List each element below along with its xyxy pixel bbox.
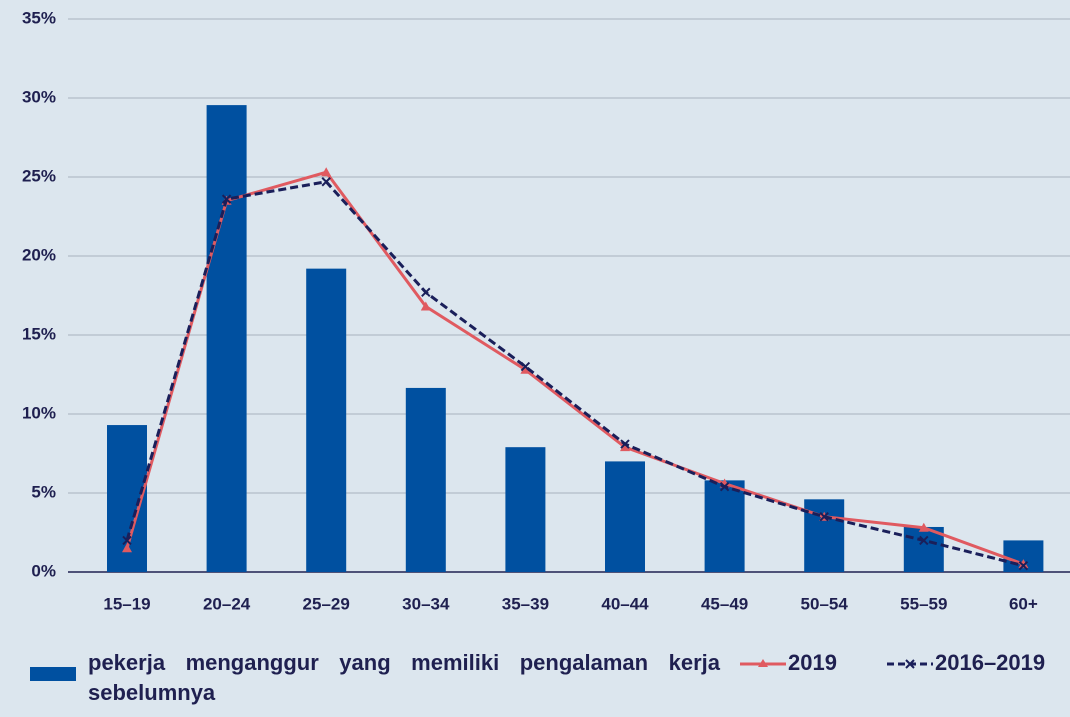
marker bbox=[421, 287, 431, 298]
bar bbox=[306, 268, 347, 572]
legend-label: 2019 bbox=[788, 650, 837, 675]
marker bbox=[719, 481, 730, 492]
marker bbox=[918, 522, 929, 532]
marker bbox=[221, 194, 232, 204]
marker bbox=[122, 543, 132, 553]
marker bbox=[1018, 560, 1029, 571]
marker bbox=[420, 301, 431, 311]
bar bbox=[704, 480, 745, 572]
legend-label: pekerja menganggur yang memiliki pengala… bbox=[88, 650, 720, 705]
marker bbox=[321, 177, 331, 187]
marker bbox=[122, 535, 132, 546]
y-tick-label: 20% bbox=[22, 245, 56, 264]
x-tick-label: 25–29 bbox=[303, 594, 350, 613]
x-tick-label: 45–49 bbox=[701, 594, 748, 613]
legend-swatch bbox=[740, 659, 786, 667]
legend: pekerja menganggur yang memiliki pengala… bbox=[0, 648, 1070, 717]
marker bbox=[520, 364, 531, 374]
x-tick-label: 55–59 bbox=[900, 594, 947, 613]
x-tick-label: 40–44 bbox=[601, 594, 649, 613]
x-tick-label: 20–24 bbox=[203, 594, 251, 613]
y-tick-label: 30% bbox=[22, 87, 56, 106]
marker bbox=[1018, 559, 1029, 569]
y-tick-label: 0% bbox=[31, 561, 56, 580]
bar bbox=[405, 387, 446, 572]
y-tick-label: 5% bbox=[31, 482, 56, 501]
x-tick-label: 35–39 bbox=[502, 594, 549, 613]
bar bbox=[605, 461, 645, 572]
marker bbox=[620, 442, 630, 452]
x-tick-label: 60+ bbox=[1009, 594, 1038, 613]
legend-swatch bbox=[887, 659, 933, 669]
bar bbox=[903, 526, 944, 572]
y-tick-label: 10% bbox=[22, 403, 56, 422]
marker bbox=[620, 439, 630, 449]
bar bbox=[505, 447, 546, 572]
marker bbox=[520, 361, 531, 372]
y-tick-label: 15% bbox=[22, 324, 56, 343]
marker bbox=[819, 511, 829, 522]
legend-swatch bbox=[30, 667, 76, 681]
legend-item: pekerja menganggur yang memiliki pengala… bbox=[30, 648, 720, 708]
bar bbox=[804, 499, 845, 572]
line bbox=[125, 170, 1024, 566]
x-tick-label: 15–19 bbox=[103, 594, 150, 613]
y-tick-label: 35% bbox=[22, 8, 56, 27]
chart: 0% 5% 10% 15% 20% 25% 30% 35% 15–19 20–24 25–29 30–… bbox=[22, 8, 1070, 613]
x-tick-label: 30–34 bbox=[402, 594, 450, 613]
y-tick-label: 25% bbox=[22, 166, 56, 185]
line bbox=[125, 180, 1024, 568]
legend-item: 2019 bbox=[738, 648, 837, 678]
marker bbox=[321, 167, 332, 177]
legend-item: 2016–2019 bbox=[885, 648, 1045, 678]
x-tick-label: 50–54 bbox=[801, 594, 849, 613]
marker bbox=[919, 535, 929, 546]
bar bbox=[206, 105, 247, 573]
legend-label: 2016–2019 bbox=[935, 650, 1046, 675]
